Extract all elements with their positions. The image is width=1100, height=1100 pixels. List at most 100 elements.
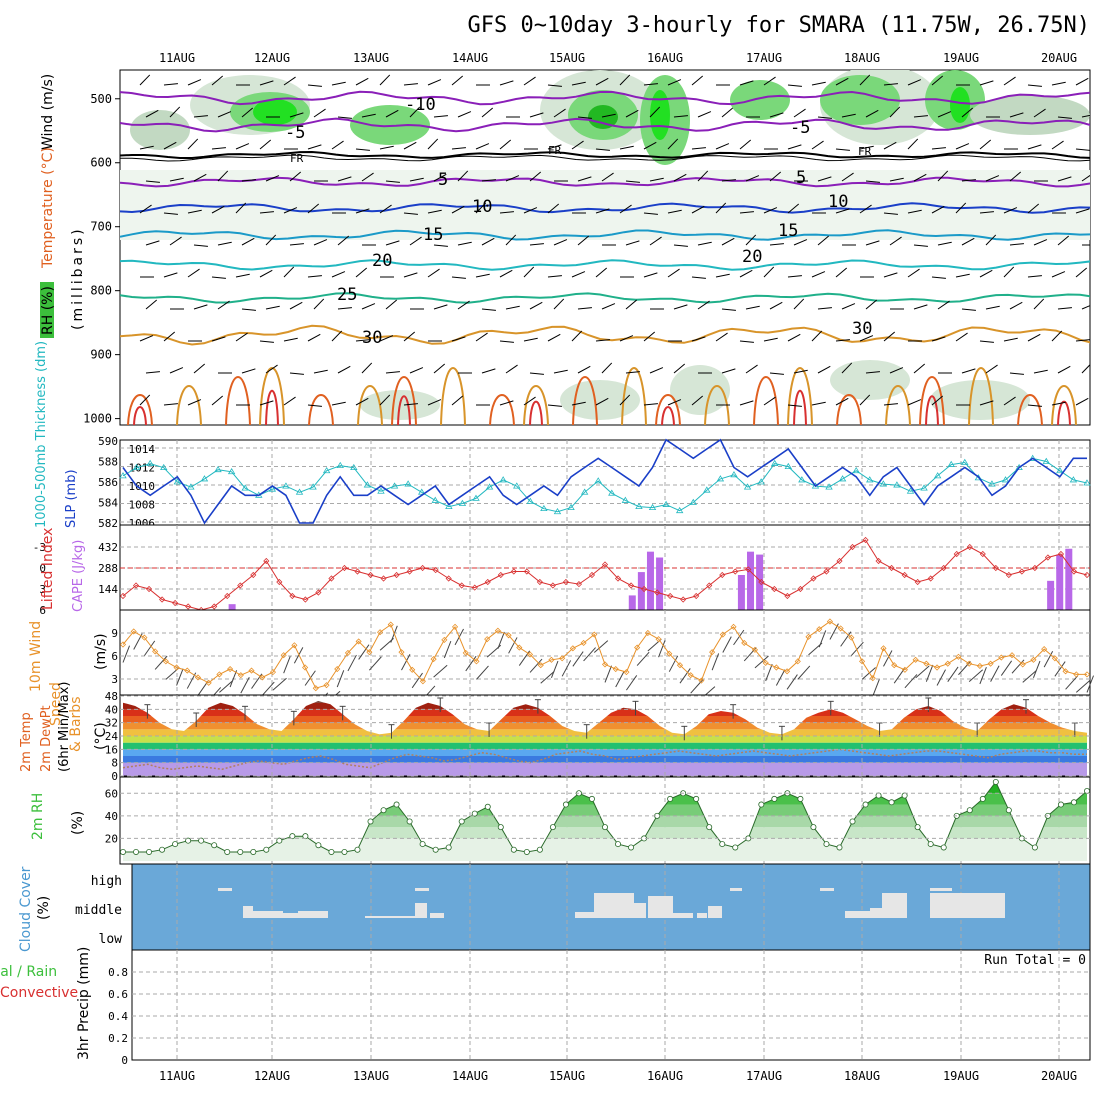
temp-label-15: 15 xyxy=(423,225,443,245)
upper-air-panel: 500 600 700 800 900 1000 -10 -5 -5 FR FR FR 5… xyxy=(83,69,1091,426)
upper-barb xyxy=(721,179,736,182)
slp-tick-1010: 1010 xyxy=(129,480,156,493)
upper-barb xyxy=(715,202,727,214)
upper-barb xyxy=(403,212,418,215)
rh-label: RH (%) xyxy=(40,286,56,335)
upper-barb xyxy=(547,404,562,407)
cloud-block-14 xyxy=(697,913,707,918)
rh-shade-14 xyxy=(650,90,670,140)
thickness-point xyxy=(635,502,643,509)
upper-barb xyxy=(739,269,753,278)
upper-barb xyxy=(169,236,182,246)
thickness-point xyxy=(594,477,602,484)
rh2m-point xyxy=(211,842,218,849)
rh2m-point xyxy=(562,801,569,808)
rh2m-point xyxy=(536,846,543,853)
upper-barb xyxy=(571,81,586,86)
wind10-barb xyxy=(840,631,852,647)
upper-barb xyxy=(907,138,919,150)
li-point xyxy=(575,581,583,588)
wind10-point xyxy=(130,628,137,635)
temp-contour-4 xyxy=(120,176,1090,188)
wind10-barb xyxy=(668,655,679,672)
upper-barb xyxy=(667,209,682,214)
low-contour-16 xyxy=(836,394,862,425)
upper-barb xyxy=(913,304,928,310)
upper-barb xyxy=(1057,365,1071,374)
upper-barb xyxy=(409,236,422,246)
wind10-point xyxy=(387,621,394,628)
upper-barb xyxy=(985,364,998,374)
upper-barb xyxy=(547,144,562,150)
li-point xyxy=(119,592,127,600)
rh-tick-40: 40 xyxy=(105,810,118,823)
wind10-barb xyxy=(443,640,452,659)
thickness-point xyxy=(689,498,697,505)
upper-barb xyxy=(931,336,946,342)
temp-tick-32: 32 xyxy=(105,717,118,730)
wind10-barb xyxy=(775,669,786,686)
thick-tick-590: 590 xyxy=(98,435,118,448)
wind10-barb xyxy=(850,641,864,656)
upper-barb xyxy=(577,176,592,182)
upper-barb xyxy=(931,205,945,214)
wind10-point xyxy=(1062,668,1069,675)
upper-barb xyxy=(745,175,760,182)
li-point xyxy=(745,566,752,573)
top-date-2: 13AUG xyxy=(353,51,389,65)
upper-barb xyxy=(139,145,154,150)
thickness-point xyxy=(933,472,942,479)
upper-barb xyxy=(601,362,613,374)
li-point xyxy=(1031,564,1038,572)
upper-barb xyxy=(547,275,562,278)
temp-tick-48: 48 xyxy=(105,690,118,703)
upper-barb xyxy=(289,372,304,375)
upper-barb xyxy=(451,395,464,406)
li-point xyxy=(875,557,882,565)
li-point xyxy=(966,543,973,551)
bottom-date-labels: 11AUG 12AUG 13AUG 14AUG 15AUG 16AUG 17AUG 18AUG… xyxy=(159,1069,1077,1083)
li-line xyxy=(122,539,1088,611)
wind10-point xyxy=(344,649,351,656)
upper-barb xyxy=(1075,397,1089,406)
cloud-block-7 xyxy=(415,903,427,918)
li-point xyxy=(523,568,530,575)
upper-barb xyxy=(265,305,280,310)
rh2m-unit: (%) xyxy=(70,811,86,835)
rh2m-point xyxy=(810,824,817,831)
upper-barb xyxy=(523,207,538,214)
upper-barb xyxy=(139,394,151,406)
upper-barb xyxy=(427,79,442,86)
upper-barb xyxy=(187,268,200,278)
rh2m-point xyxy=(393,801,400,808)
upper-barb xyxy=(1033,369,1048,374)
upper-barb xyxy=(529,171,542,182)
upper-barb xyxy=(715,143,730,150)
low-contour-18 xyxy=(919,376,945,425)
li-point xyxy=(940,564,947,572)
upper-barb xyxy=(883,212,898,215)
upper-barb xyxy=(259,80,274,86)
upper-barb xyxy=(505,175,520,182)
wind10-point xyxy=(119,641,127,648)
wind10-point xyxy=(377,629,384,636)
upper-barb xyxy=(793,108,806,118)
upper-barb xyxy=(307,275,322,278)
thickness-point xyxy=(431,496,439,503)
temp-band-3 xyxy=(123,742,1087,750)
upper-barb xyxy=(1009,171,1022,182)
wind-tick-3: 3 xyxy=(111,673,118,686)
upper-barb xyxy=(529,243,544,246)
upper-barb xyxy=(979,269,993,278)
low-contour-13 xyxy=(704,385,730,425)
upper-barb xyxy=(433,363,446,374)
cape-bar xyxy=(1056,554,1064,610)
upper-barb xyxy=(241,308,256,311)
temp-label-20b: 20 xyxy=(742,247,762,267)
rh2m-point xyxy=(849,818,856,825)
thickness-point xyxy=(798,476,806,483)
upper-barb xyxy=(1033,239,1048,246)
rh2m-point xyxy=(1005,807,1012,814)
wind10-point xyxy=(162,658,169,665)
